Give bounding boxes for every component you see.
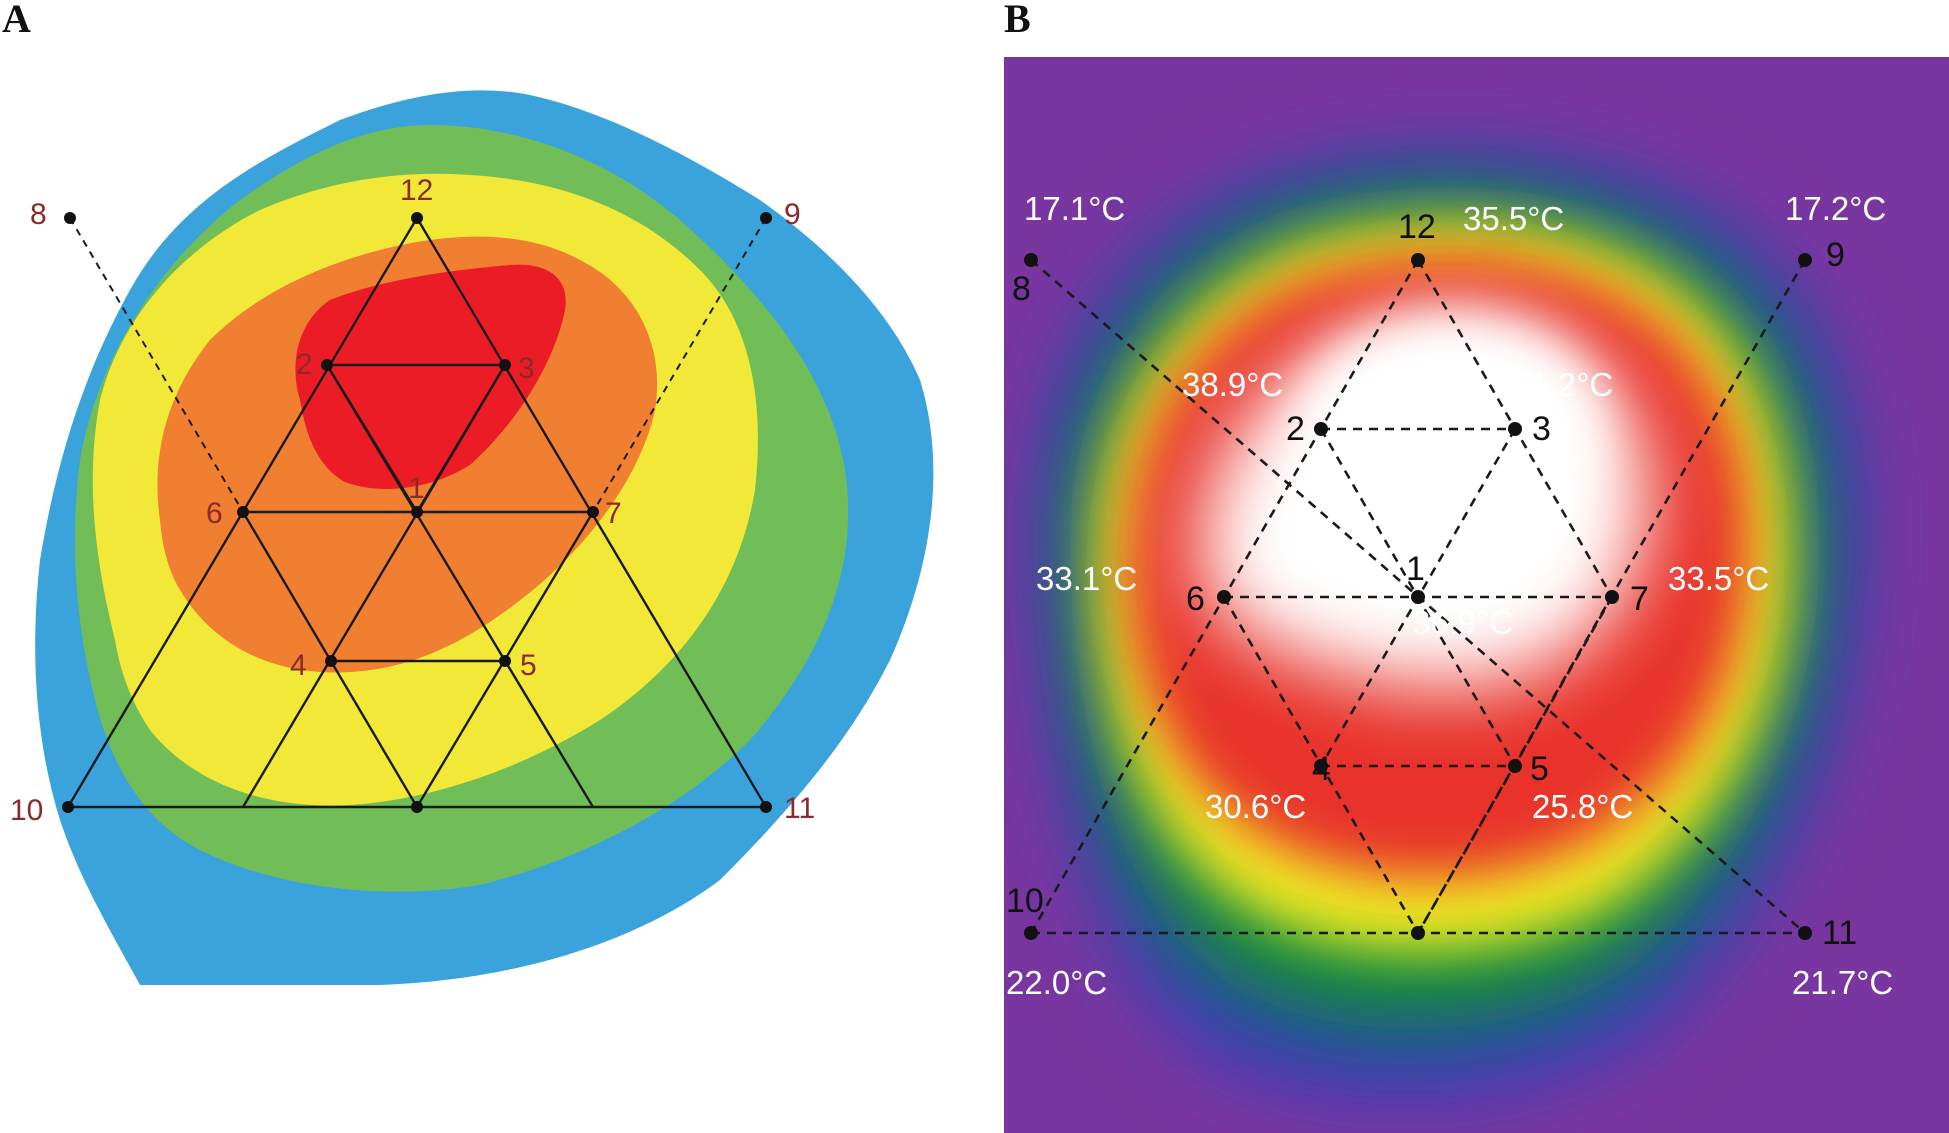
- point-marker: [760, 801, 772, 813]
- temp-label-10: 22.0°C: [1006, 964, 1107, 1001]
- zone-red: [295, 264, 566, 489]
- dash-8-6: [69, 217, 244, 513]
- line-3-mid: [241, 364, 507, 808]
- point-marker: [411, 212, 423, 224]
- point-label-10: 10: [1006, 882, 1044, 920]
- zone-map-a: [35, 90, 934, 985]
- point-marker: [1217, 590, 1231, 604]
- point-label-2: 2: [1286, 410, 1305, 448]
- point-marker: [321, 359, 333, 371]
- temp-label-4: 30.6°C: [1205, 788, 1306, 825]
- point-label-4: 4: [290, 649, 307, 682]
- points-b: 1 2 3 4 5 6 7 8 9 10 11 12: [1006, 208, 1857, 952]
- points-a: 1 2 3 4 5 6 7 8 9 10 11 12: [10, 174, 815, 827]
- point-label-5: 5: [520, 649, 537, 682]
- point-label-11: 11: [1822, 914, 1857, 952]
- point-marker: [62, 801, 74, 813]
- point-label-1: 1: [1406, 550, 1425, 588]
- point-label-5: 5: [1530, 750, 1549, 788]
- temp-label-8: 17.1°C: [1024, 190, 1125, 227]
- point-label-7: 7: [1630, 580, 1649, 618]
- point-label-3: 3: [1532, 410, 1551, 448]
- point-marker: [1314, 759, 1328, 773]
- temp-label-2: 38.9°C: [1182, 366, 1283, 403]
- point-label-12: 12: [1398, 208, 1436, 246]
- point-marker: [1411, 590, 1425, 604]
- point-label-10: 10: [10, 794, 43, 827]
- temp-label-11: 21.7°C: [1792, 964, 1893, 1001]
- panel-b: B: [1004, 0, 1949, 1133]
- point-label-9: 9: [1826, 236, 1845, 274]
- point-label-6: 6: [1186, 580, 1205, 618]
- point-label-7: 7: [605, 497, 622, 530]
- point-marker: [499, 359, 511, 371]
- point-label-3: 3: [518, 352, 535, 385]
- point-marker: [1411, 253, 1425, 267]
- point-marker: [1024, 253, 1038, 267]
- temp-label-9: 17.2°C: [1785, 190, 1886, 227]
- point-marker: [325, 655, 337, 667]
- dash-9-7: [592, 217, 767, 513]
- point-label-2: 2: [296, 348, 313, 381]
- point-marker: [1314, 422, 1328, 436]
- temp-label-5: 25.8°C: [1532, 788, 1633, 825]
- point-marker: [1605, 590, 1619, 604]
- point-label-6: 6: [206, 497, 223, 530]
- temp-label-12: 35.5°C: [1463, 200, 1564, 237]
- thermal-white-highlight: [1300, 310, 1600, 530]
- point-marker: [1024, 926, 1038, 940]
- temp-label-1: 36.9°C: [1412, 604, 1513, 641]
- panel-a: A: [2, 0, 934, 985]
- point-marker: [411, 506, 423, 518]
- point-label-11: 11: [784, 792, 815, 825]
- panel-letter-b: B: [1004, 0, 1031, 41]
- panel-letter-a: A: [2, 0, 31, 41]
- point-marker: [1508, 759, 1522, 773]
- point-label-8: 8: [1012, 270, 1031, 308]
- line-2-mid: [325, 364, 595, 808]
- point-label-4: 4: [1312, 750, 1331, 788]
- point-label-12: 12: [400, 174, 433, 207]
- point-marker: [587, 506, 599, 518]
- point-marker: [1798, 253, 1812, 267]
- point-label-8: 8: [30, 198, 47, 231]
- point-marker: [1508, 422, 1522, 436]
- point-marker: [64, 212, 76, 224]
- temp-label-3: 41.2°C: [1512, 366, 1613, 403]
- point-marker: [760, 212, 772, 224]
- point-label-1: 1: [408, 472, 425, 505]
- point-marker: [411, 801, 423, 813]
- point-marker: [1798, 926, 1812, 940]
- temperature-labels-b: 17.1°C 35.5°C 17.2°C 38.9°C 41.2°C 33.1°…: [1006, 190, 1893, 1001]
- point-label-9: 9: [784, 198, 801, 231]
- point-marker: [237, 506, 249, 518]
- point-marker: [499, 655, 511, 667]
- temp-label-6: 33.1°C: [1036, 560, 1137, 597]
- point-marker: [1411, 926, 1425, 940]
- temp-label-7: 33.5°C: [1668, 560, 1769, 597]
